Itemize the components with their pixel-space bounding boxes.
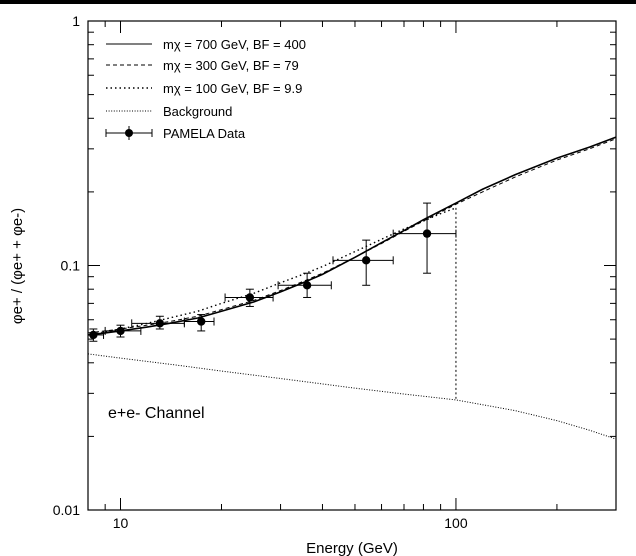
y-tick-label: 0.01 [53,502,80,518]
y-tick-label: 0.1 [61,258,81,274]
data-point-0 [87,328,105,342]
x-tick-label: 10 [113,515,129,531]
data-marker [116,326,125,336]
legend-label-data: PAMELA Data [163,126,246,141]
legend-label-dashed: mχ = 300 GeV, BF = 79 [163,58,299,73]
series-line-solid [87,136,617,336]
chart-background [0,4,636,556]
data-marker [302,281,312,290]
legend-label-background: Background [163,104,232,119]
series-line-background [87,353,617,440]
legend: mχ = 700 GeV, BF = 400 mχ = 300 GeV, BF … [105,37,306,141]
data-point-3 [183,314,215,332]
data-marker [196,317,206,326]
legend-label-solid: mχ = 700 GeV, BF = 400 [163,37,306,52]
data-point-6 [332,239,394,286]
tick-layer: 10 100 0.01 0.1 1 [53,13,617,531]
data-point-1 [104,324,142,338]
x-tick-label: 100 [444,515,468,531]
y-tick-label: 1 [72,13,80,29]
data-point-7 [392,202,457,274]
channel-annotation: e+e- Channel [108,405,205,422]
x-axis-title: Energy (GeV) [306,540,398,556]
data-point-5 [277,272,332,298]
data-points-layer [87,202,457,342]
legend-label-dotted: mχ = 100 GeV, BF = 9.9 [163,81,302,96]
legend-key-data [105,126,153,140]
data-marker [89,330,98,340]
data-marker [245,293,255,302]
y-axis-title: φe+ / (φe+ + φe-) [9,208,26,324]
series-layer [87,136,617,440]
data-marker [422,229,432,238]
data-marker [155,319,165,328]
data-point-4 [224,288,274,307]
data-marker [361,256,371,265]
